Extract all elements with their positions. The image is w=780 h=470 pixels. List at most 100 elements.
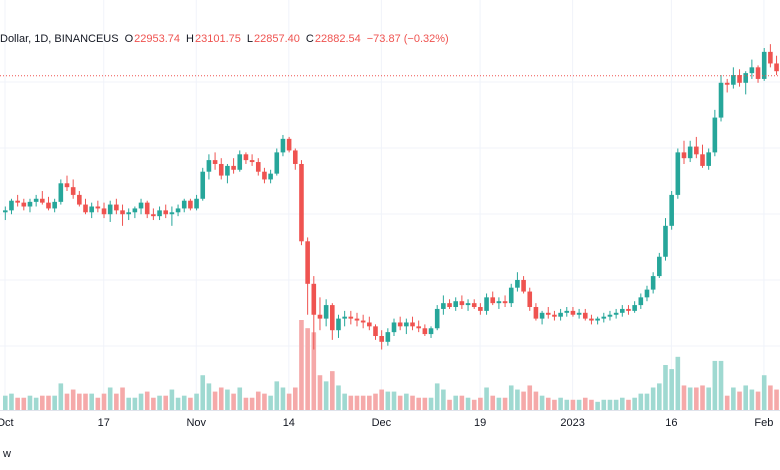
candle-body (508, 287, 514, 304)
volume-bar (527, 385, 533, 410)
volume-bar (743, 385, 748, 410)
candle-body (144, 202, 150, 215)
candle-body (404, 322, 409, 327)
candle-body (749, 67, 755, 74)
volume-bar (243, 397, 249, 410)
candle-body (706, 152, 711, 166)
candle-body (274, 152, 280, 174)
candle-body (638, 297, 644, 306)
candle-body (613, 312, 619, 315)
footer-text: w (3, 448, 11, 460)
volume-bar (292, 387, 298, 410)
candle-body (687, 146, 693, 159)
candle-body (305, 241, 310, 284)
volume-bar (225, 389, 230, 410)
candle-body (367, 322, 372, 327)
volume-bar (755, 391, 761, 410)
volume-bar (601, 399, 607, 410)
volume-bar (200, 375, 206, 410)
candle-body (564, 310, 570, 313)
candle-body (657, 256, 662, 277)
candle-body (478, 307, 483, 311)
candle-body (681, 152, 687, 159)
candle-body (675, 152, 681, 195)
volume-bar (268, 395, 273, 410)
candle-body (58, 183, 64, 202)
candle-body (348, 316, 354, 319)
candle-body (101, 208, 107, 215)
volume-bar (299, 320, 304, 410)
time-axis-labels: Oct 17 Nov 14 Dec 19 2023 16 Feb (0, 417, 773, 429)
volume-bar (638, 393, 644, 410)
close-value: 22882.54 (314, 33, 361, 45)
candle-body (40, 198, 45, 203)
volume-bar (712, 360, 718, 410)
time-axis-label: Oct (0, 417, 14, 429)
time-axis-label: Feb (754, 417, 773, 429)
volume-bar (391, 391, 397, 410)
volume-bar (589, 399, 594, 410)
volume-bar (552, 399, 557, 410)
volume-bar (46, 395, 51, 410)
time-axis-label: 14 (283, 417, 295, 429)
volume-bar (212, 391, 218, 410)
candle-body (607, 314, 613, 317)
volume-bar (607, 399, 613, 410)
volume-bar (582, 397, 588, 410)
volume-bar (416, 397, 421, 410)
volume-bar (508, 385, 514, 410)
volume-bar (274, 381, 280, 410)
candle-body (533, 307, 539, 319)
volume-bar (749, 389, 755, 410)
volume-bar (675, 356, 681, 410)
volume-bar (731, 387, 736, 410)
volume-bar (89, 393, 94, 410)
candle-body (731, 75, 736, 85)
volume-bar (323, 381, 329, 410)
candle-body (89, 206, 94, 213)
ohlc-legend: Dollar, 1D, BINANCEUS O 22953.74 H 23101.7… (0, 33, 449, 45)
volume-bar (694, 387, 699, 410)
high-value: 23101.75 (195, 33, 241, 45)
candle-body (385, 332, 391, 342)
volume-bar (410, 395, 415, 410)
candle-body (768, 51, 773, 64)
candle-body (120, 210, 125, 215)
volume-bar (367, 395, 372, 410)
candle-body (737, 75, 742, 83)
candles (3, 44, 779, 350)
volume-bar (126, 397, 131, 410)
volume-bar (379, 389, 384, 410)
candle-body (632, 305, 637, 311)
candle-body (650, 276, 656, 290)
volume-bar (620, 397, 625, 410)
candle-body (52, 201, 57, 209)
volume-bar (262, 393, 267, 410)
volume-bar (255, 391, 261, 410)
volume-bar (101, 393, 107, 410)
candle-body (175, 208, 181, 213)
volume-bar (774, 389, 779, 410)
volume-bar (218, 387, 224, 410)
volume-bar (138, 393, 144, 410)
volume-bar (188, 397, 193, 410)
candle-body (292, 150, 298, 164)
candle-body (132, 208, 138, 213)
candle-body (3, 210, 8, 213)
volume-bar (64, 393, 70, 410)
volume-bar (231, 393, 236, 410)
volume-bar (70, 389, 76, 410)
candle-body (502, 301, 508, 304)
candle-body (552, 314, 557, 317)
candle-body (471, 303, 477, 308)
candle-body (490, 297, 496, 304)
volume-bar (761, 375, 767, 410)
candle-body (46, 202, 51, 209)
volume-bar (441, 389, 446, 410)
candle-body (539, 312, 545, 319)
volume-bar (570, 399, 576, 410)
candle-body (27, 201, 33, 207)
candle-body (299, 163, 304, 242)
